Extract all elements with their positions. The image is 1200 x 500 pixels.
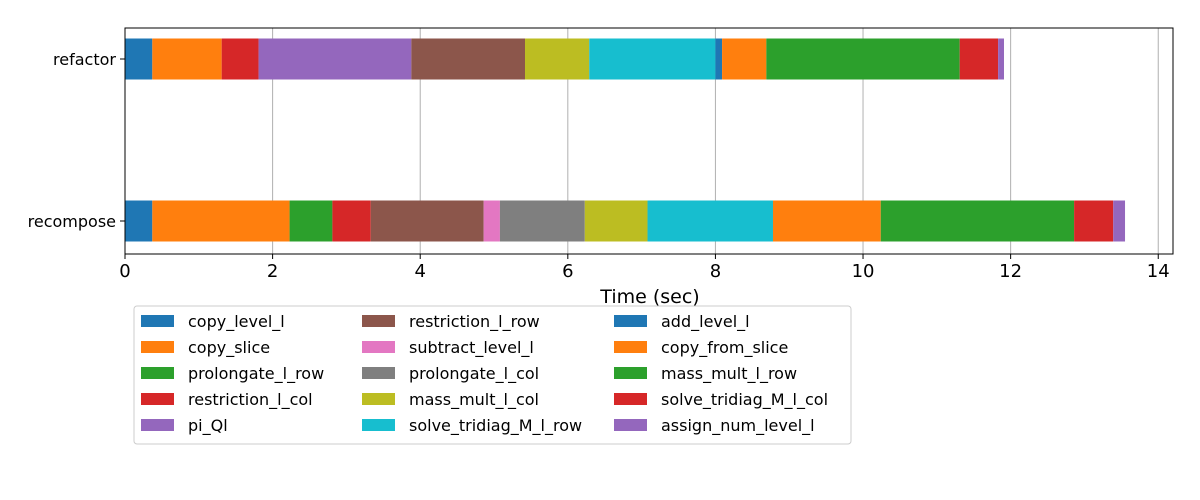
legend-swatch-copy_level_l [141, 315, 174, 327]
legend-label-copy_level_l: copy_level_l [188, 312, 285, 332]
legend-label-prolongate_l_col: prolongate_l_col [409, 364, 539, 384]
legend-swatch-copy_from_slice [614, 341, 647, 353]
bar-segment-recompose-mass_mult_l_row [880, 200, 1075, 242]
legend-label-mass_mult_l_col: mass_mult_l_col [409, 390, 539, 410]
bar-segment-refactor-copy_from_slice [722, 38, 767, 80]
legend-label-prolongate_l_row: prolongate_l_row [188, 364, 324, 384]
x-axis-title: Time (sec) [599, 286, 699, 308]
x-tick-label-8: 8 [710, 261, 721, 282]
legend-label-copy_from_slice: copy_from_slice [661, 338, 788, 358]
bar-segment-refactor-restriction_l_col [221, 38, 259, 80]
bar-segment-recompose-restriction_l_row [370, 200, 484, 242]
y-axis-categories: refactor recompose [28, 50, 125, 231]
x-tick-label-12: 12 [999, 261, 1022, 282]
bar-segment-recompose-prolongate_l_row [289, 200, 333, 242]
legend-label-add_level_l: add_level_l [661, 312, 750, 332]
bar-segments [125, 38, 1126, 242]
bar-segment-refactor-pi_Ql [258, 38, 412, 80]
legend-swatch-restriction_l_row [362, 315, 395, 327]
bar-segment-recompose-mass_mult_l_col [584, 200, 648, 242]
bar-segment-recompose-subtract_level_l [483, 200, 500, 242]
bar-segment-refactor-solve_tridiag_M_l_row [589, 38, 716, 80]
legend-swatch-solve_tridiag_M_l_col [614, 393, 647, 405]
legend-label-solve_tridiag_M_l_col: solve_tridiag_M_l_col [661, 390, 828, 410]
legend-swatch-solve_tridiag_M_l_row [362, 419, 395, 431]
x-axis-ticks: 0 2 4 6 8 10 12 14 [119, 254, 1170, 282]
bar-segment-recompose-copy_level_l [125, 200, 153, 242]
bar-segment-recompose-solve_tridiag_M_l_col [1074, 200, 1114, 242]
legend-swatch-restriction_l_col [141, 393, 174, 405]
legend-label-copy_slice: copy_slice [188, 338, 270, 358]
legend-swatch-prolongate_l_row [141, 367, 174, 379]
legend-label-pi_Ql: pi_Ql [188, 416, 228, 436]
x-tick-label-14: 14 [1147, 261, 1170, 282]
bar-segment-refactor-restriction_l_row [411, 38, 526, 80]
bar-segment-refactor-copy_slice [152, 38, 222, 80]
legend-label-assign_num_level_l: assign_num_level_l [661, 416, 815, 436]
bar-segment-refactor-assign_num_level_l [998, 38, 1004, 80]
x-tick-label-6: 6 [562, 261, 573, 282]
bar-segment-recompose-copy_from_slice [772, 200, 881, 242]
bar-segment-refactor-solve_tridiag_M_l_col [959, 38, 999, 80]
legend-swatch-copy_slice [141, 341, 174, 353]
legend-swatch-mass_mult_l_row [614, 367, 647, 379]
bar-segment-recompose-solve_tridiag_M_l_row [647, 200, 773, 242]
x-tick-label-10: 10 [852, 261, 875, 282]
bar-segment-recompose-copy_slice [152, 200, 290, 242]
legend-swatch-subtract_level_l [362, 341, 395, 353]
y-category-label-refactor: refactor [53, 50, 116, 69]
legend-label-restriction_l_row: restriction_l_row [409, 312, 540, 332]
bar-segment-recompose-assign_num_level_l [1113, 200, 1126, 242]
bar-segment-refactor-copy_level_l [125, 38, 153, 80]
legend-label-mass_mult_l_row: mass_mult_l_row [661, 364, 797, 384]
legend-label-solve_tridiag_M_l_row: solve_tridiag_M_l_row [409, 416, 582, 436]
x-tick-label-0: 0 [119, 261, 130, 282]
bar-segment-recompose-restriction_l_col [332, 200, 371, 242]
legend-swatch-mass_mult_l_col [362, 393, 395, 405]
legend-label-subtract_level_l: subtract_level_l [409, 338, 534, 358]
legend-box [133, 305, 852, 445]
bar-segment-refactor-mass_mult_l_col [525, 38, 590, 80]
y-category-label-recompose: recompose [28, 212, 116, 231]
bar-segment-refactor-mass_mult_l_row [766, 38, 960, 80]
x-tick-label-4: 4 [414, 261, 425, 282]
bar-segment-recompose-prolongate_l_col [499, 200, 585, 242]
legend-swatch-add_level_l [614, 315, 647, 327]
legend-label-restriction_l_col: restriction_l_col [188, 390, 313, 410]
legend-swatch-assign_num_level_l [614, 419, 647, 431]
legend-swatch-pi_Ql [141, 419, 174, 431]
legend-swatch-prolongate_l_col [362, 367, 395, 379]
legend: copy_level_lcopy_sliceprolongate_l_rowre… [133, 305, 852, 445]
plot-frame [124, 27, 1174, 255]
x-tick-label-2: 2 [267, 261, 278, 282]
bar-segment-refactor-add_level_l [715, 38, 723, 80]
